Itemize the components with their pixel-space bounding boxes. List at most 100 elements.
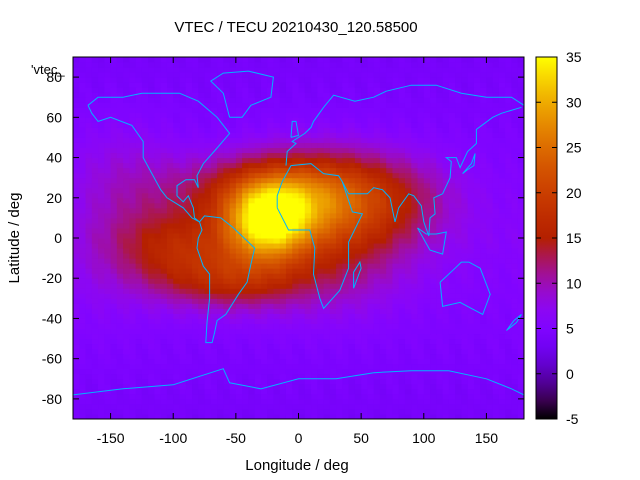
heatmap-cell <box>135 353 143 360</box>
heatmap-cell <box>242 232 249 239</box>
heatmap-cell <box>404 323 412 329</box>
heatmap-cell <box>329 338 337 345</box>
heatmap-cell <box>198 408 206 415</box>
heatmap-cell <box>498 378 506 385</box>
heatmap-cell <box>348 142 356 148</box>
heatmap-cell <box>298 122 306 128</box>
heatmap-cell <box>85 378 93 385</box>
heatmap-cell <box>386 253 393 259</box>
heatmap-cell <box>442 288 450 294</box>
heatmap-cell <box>354 353 362 360</box>
heatmap-cell <box>254 227 262 234</box>
heatmap-cell <box>442 378 450 385</box>
heatmap-cell <box>235 212 243 219</box>
heatmap-cell <box>311 313 318 319</box>
heatmap-cell <box>298 77 306 83</box>
heatmap-cell <box>298 232 306 239</box>
heatmap-cell <box>480 313 487 319</box>
heatmap-cell <box>229 222 237 229</box>
heatmap-cell <box>379 298 387 304</box>
heatmap-cell <box>91 323 99 329</box>
heatmap-cell <box>336 303 343 309</box>
heatmap-cell <box>104 112 112 118</box>
heatmap-cell <box>198 293 206 299</box>
heatmap-cell <box>166 383 174 390</box>
heatmap-cell <box>348 117 356 123</box>
heatmap-cell <box>336 192 343 199</box>
heatmap-cell <box>473 383 481 390</box>
heatmap-cell <box>242 358 249 365</box>
heatmap-cell <box>505 127 512 133</box>
heatmap-cell <box>304 107 312 113</box>
heatmap-cell <box>404 217 412 224</box>
heatmap-cell <box>455 227 462 234</box>
heatmap-cell <box>442 398 450 405</box>
heatmap-cell <box>423 72 431 78</box>
heatmap-cell <box>373 248 381 254</box>
heatmap-cell <box>304 197 312 204</box>
heatmap-cell <box>79 207 87 214</box>
heatmap-cell <box>461 102 469 108</box>
heatmap-cell <box>336 97 343 103</box>
heatmap-cell <box>329 142 337 148</box>
heatmap-cell <box>198 197 206 204</box>
heatmap-cell <box>166 172 174 179</box>
heatmap-cell <box>348 268 356 274</box>
heatmap-cell <box>116 162 124 169</box>
heatmap-cell <box>248 308 256 314</box>
heatmap-cell <box>148 112 155 118</box>
heatmap-cell <box>135 308 143 314</box>
heatmap-cell <box>361 313 368 319</box>
heatmap-cell <box>217 207 224 214</box>
heatmap-cell <box>98 308 105 314</box>
heatmap-cell <box>486 398 494 405</box>
heatmap-cell <box>492 217 500 224</box>
heatmap-cell <box>436 197 444 204</box>
heatmap-cell <box>166 97 174 103</box>
heatmap-cell <box>411 217 419 224</box>
heatmap-cell <box>442 393 450 400</box>
heatmap-cell <box>123 338 130 345</box>
heatmap-cell <box>505 82 512 88</box>
heatmap-cell <box>229 192 237 199</box>
heatmap-cell <box>342 232 350 239</box>
heatmap-cell <box>298 177 306 184</box>
heatmap-cell <box>185 343 193 350</box>
heatmap-cell <box>260 263 268 269</box>
heatmap-cell <box>442 308 450 314</box>
heatmap-cell <box>73 343 80 350</box>
heatmap-cell <box>373 202 381 209</box>
heatmap-cell <box>279 182 287 189</box>
heatmap-cell <box>455 303 462 309</box>
heatmap-cell <box>254 157 262 164</box>
heatmap-cell <box>480 142 487 148</box>
heatmap-cell <box>373 348 381 355</box>
heatmap-cell <box>267 227 274 234</box>
heatmap-cell <box>430 122 437 128</box>
heatmap-cell <box>486 97 494 103</box>
heatmap-cell <box>160 112 168 118</box>
heatmap-cell <box>404 182 412 189</box>
heatmap-cell <box>210 202 218 209</box>
heatmap-cell <box>98 142 105 148</box>
heatmap-cell <box>379 348 387 355</box>
heatmap-cell <box>116 353 124 360</box>
heatmap-cell <box>329 107 337 113</box>
heatmap-cell <box>304 393 312 400</box>
heatmap-cell <box>386 398 393 405</box>
heatmap-cell <box>166 338 174 345</box>
heatmap-cell <box>486 393 494 400</box>
heatmap-cell <box>242 132 249 138</box>
heatmap-cell <box>204 97 212 103</box>
heatmap-cell <box>285 187 293 194</box>
heatmap-cell <box>417 177 425 184</box>
heatmap-cell <box>217 117 224 123</box>
heatmap-cell <box>423 408 431 415</box>
heatmap-cell <box>392 283 400 289</box>
heatmap-cell <box>392 112 400 118</box>
heatmap-cell <box>104 383 112 390</box>
heatmap-cell <box>329 273 337 279</box>
heatmap-cell <box>423 383 431 390</box>
heatmap-cell <box>85 122 93 128</box>
heatmap-cell <box>442 127 450 133</box>
